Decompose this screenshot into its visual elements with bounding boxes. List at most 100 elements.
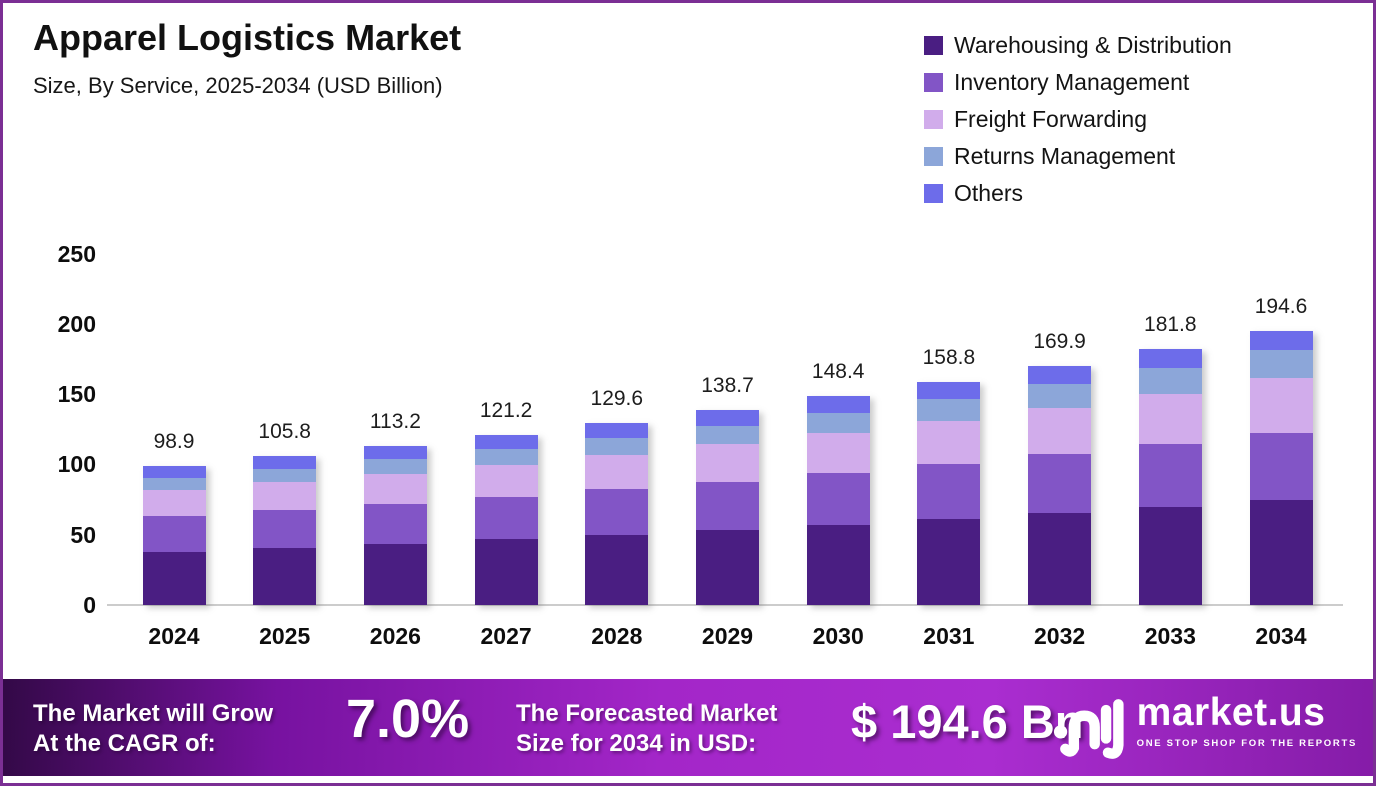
forecast-label: The Forecasted Market Size for 2034 in U…: [516, 699, 777, 759]
bar-total-label: 148.4: [811, 360, 865, 384]
bar-segment: [363, 459, 427, 474]
x-axis-year-label: 2034: [1255, 623, 1307, 649]
stacked-bar-2031: [917, 381, 981, 605]
cagr-value: 7.0%: [346, 689, 470, 749]
legend-swatch-icon: [924, 184, 943, 203]
bar-segment: [142, 516, 206, 552]
legend-item: Freight Forwarding: [924, 101, 1232, 138]
x-axis-year-label: 2032: [1034, 623, 1086, 649]
bar-segment: [363, 473, 427, 504]
bar-segment: [253, 510, 317, 548]
page-title: Apparel Logistics Market: [33, 17, 462, 58]
stacked-bar-2026: [363, 445, 427, 605]
bar-segment: [1138, 349, 1202, 368]
bar-segment: [474, 496, 538, 540]
x-axis-year-label: 2028: [591, 623, 643, 649]
marketus-logo-icon: [1053, 699, 1124, 759]
stacked-bar-2030: [806, 396, 870, 605]
bar-total-label: 138.7: [701, 373, 754, 397]
y-axis-tick-label: 200: [57, 310, 96, 337]
legend-swatch-icon: [924, 36, 943, 55]
bar-segment: [585, 489, 649, 535]
bar-segment: [806, 473, 870, 525]
bar-segment: [585, 438, 649, 455]
bar-segment: [917, 381, 981, 399]
bar-total-label: 129.6: [590, 386, 644, 410]
bar-segment: [696, 444, 759, 482]
x-axis-year-label: 2029: [701, 623, 754, 649]
x-axis-year-label: 2025: [259, 623, 311, 649]
bar-total-label: 194.6: [1254, 295, 1308, 319]
legend-label: Warehousing & Distribution: [954, 32, 1232, 58]
stacked-bar-2024: [142, 465, 206, 605]
bar-segment: [253, 547, 317, 605]
bar-segment: [474, 464, 538, 497]
marketus-brand-tagline: ONE STOP SHOP FOR THE REPORTS: [1136, 738, 1357, 749]
bar-segment: [253, 456, 317, 470]
x-axis-year-label: 2026: [369, 623, 421, 649]
bar-total-label: 181.8: [1144, 313, 1197, 337]
bar-segment: [1138, 506, 1202, 605]
bar-total-label: 98.9: [153, 429, 195, 453]
bar-segment: [696, 530, 759, 605]
bar-segment: [253, 469, 317, 482]
stacked-bar-2027: [474, 434, 538, 605]
bar-segment: [806, 396, 870, 413]
bar-segment: [1028, 366, 1092, 384]
bar-segment: [696, 409, 759, 426]
bar-segment: [1138, 367, 1202, 394]
bar-segment: [696, 425, 759, 445]
legend-item: Warehousing & Distribution: [924, 27, 1232, 64]
bar-segment: [142, 489, 206, 517]
bar-segment: [1028, 513, 1092, 605]
bar-segment: [585, 534, 649, 605]
bar-segment: [1028, 407, 1092, 455]
x-axis-year-label: 2027: [480, 623, 532, 649]
cagr-label-line1: The Market will Grow: [33, 700, 274, 727]
stacked-bar-2028: [585, 422, 649, 605]
legend-item: Returns Management: [924, 138, 1232, 175]
bar-segment: [363, 445, 427, 460]
bar-total-label: 113.2: [369, 409, 421, 433]
footer-banner: The Market will Grow At the CAGR of: 7.0…: [3, 679, 1373, 776]
marketus-logo-text: market.us ONE STOP SHOP FOR THE REPORTS: [1137, 691, 1357, 749]
bar-segment: [1028, 454, 1092, 514]
bar-segment: [806, 412, 870, 434]
cagr-label-line2: At the CAGR of:: [33, 730, 216, 757]
x-axis-year-label: 2030: [812, 623, 864, 649]
forecast-label-line1: The Forecasted Market: [516, 700, 778, 727]
bar-segment: [474, 449, 538, 465]
bar-segment: [1138, 393, 1202, 445]
bar-segment: [1249, 499, 1313, 605]
marketus-logo[interactable]: market.us ONE STOP SHOP FOR THE REPORTS: [1053, 691, 1357, 763]
bar-segment: [917, 420, 981, 465]
x-axis-year-label: 2024: [148, 623, 200, 649]
bar-segment: [1249, 331, 1313, 350]
legend-label: Freight Forwarding: [954, 106, 1148, 132]
bar-segment: [142, 478, 206, 490]
bar-segment: [363, 543, 427, 605]
cagr-label: The Market will Grow At the CAGR of:: [33, 699, 273, 759]
stacked-bar-2034: [1249, 331, 1313, 605]
stacked-bar-2032: [1028, 366, 1092, 605]
y-axis-tick-label: 100: [57, 451, 96, 478]
stacked-bar-2029: [696, 409, 759, 605]
legend-label: Returns Management: [954, 143, 1176, 169]
marketus-brand-name: market.us: [1136, 691, 1326, 734]
legend-label: Others: [954, 180, 1024, 206]
bar-total-label: 105.8: [258, 420, 311, 444]
bar-segment: [474, 434, 538, 450]
stacked-bar-2025: [253, 456, 317, 605]
plot-area: 0 50 100 150 200 250 98.9 2024 105.8 2025 113.2 202…: [3, 3, 1373, 783]
y-axis-tick-label: 150: [57, 381, 96, 408]
bar-total-label: 158.8: [922, 345, 976, 369]
page-subtitle: Size, By Service, 2025-2034 (USD Billion…: [33, 73, 443, 98]
bar-segment: [917, 519, 981, 605]
legend-label: Inventory Management: [954, 69, 1190, 95]
bar-segment: [1249, 349, 1313, 379]
bar-segment: [696, 481, 759, 531]
bar-segment: [1138, 444, 1202, 507]
bar-total-label: 121.2: [479, 398, 533, 422]
bar-segment: [806, 524, 870, 605]
